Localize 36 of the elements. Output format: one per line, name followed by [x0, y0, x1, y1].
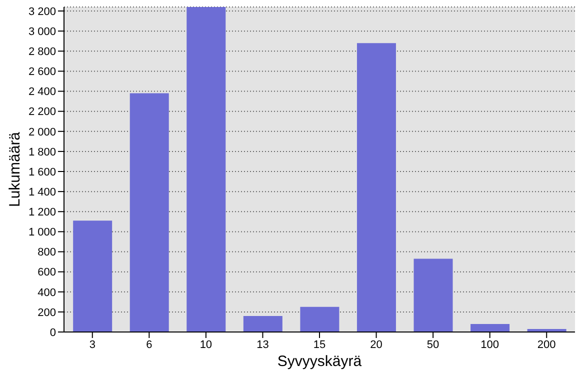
x-tick-label: 13: [256, 338, 269, 351]
bar: [186, 7, 226, 332]
y-tick-label: 400: [38, 286, 56, 299]
x-tick-label: 200: [537, 338, 556, 351]
bar: [470, 324, 510, 332]
bar: [130, 93, 169, 332]
y-tick-label: 2 200: [28, 106, 56, 118]
y-axis-title: Lukumäärä: [6, 131, 24, 208]
y-tick-label: 0: [50, 326, 56, 339]
y-tick-label: 800: [38, 246, 56, 259]
x-tick-label: 50: [426, 338, 440, 351]
x-tick-label: 3: [89, 338, 96, 351]
bar: [73, 220, 112, 332]
y-tick-label: 2 000: [28, 126, 56, 138]
bar: [414, 258, 453, 332]
x-tick-label: 100: [480, 338, 500, 351]
y-tick-label: 600: [38, 266, 56, 279]
x-tick-label: 10: [200, 338, 212, 351]
y-tick-label: 1 200: [28, 206, 56, 219]
bar: [300, 306, 340, 332]
y-tick-label: 1 600: [28, 166, 56, 178]
y-tick-label: 2 400: [28, 86, 56, 98]
y-tick-label: 3 000: [28, 26, 56, 38]
x-tick-label: 6: [146, 338, 152, 351]
x-axis-title: Syvyyskäyrä: [277, 353, 362, 370]
y-tick-label: 200: [38, 306, 56, 319]
y-tick-label: 1 400: [28, 186, 56, 198]
x-tick-label: 15: [313, 338, 326, 351]
bar: [356, 43, 396, 332]
bar: [243, 316, 282, 332]
y-tick-label: 2 600: [28, 66, 56, 78]
y-tick-label: 3 200: [28, 6, 56, 18]
x-tick-label: 20: [370, 338, 382, 351]
y-tick-label: 1 000: [28, 226, 56, 239]
y-tick-label: 1 800: [28, 146, 56, 158]
y-tick-label: 2 800: [28, 46, 56, 58]
